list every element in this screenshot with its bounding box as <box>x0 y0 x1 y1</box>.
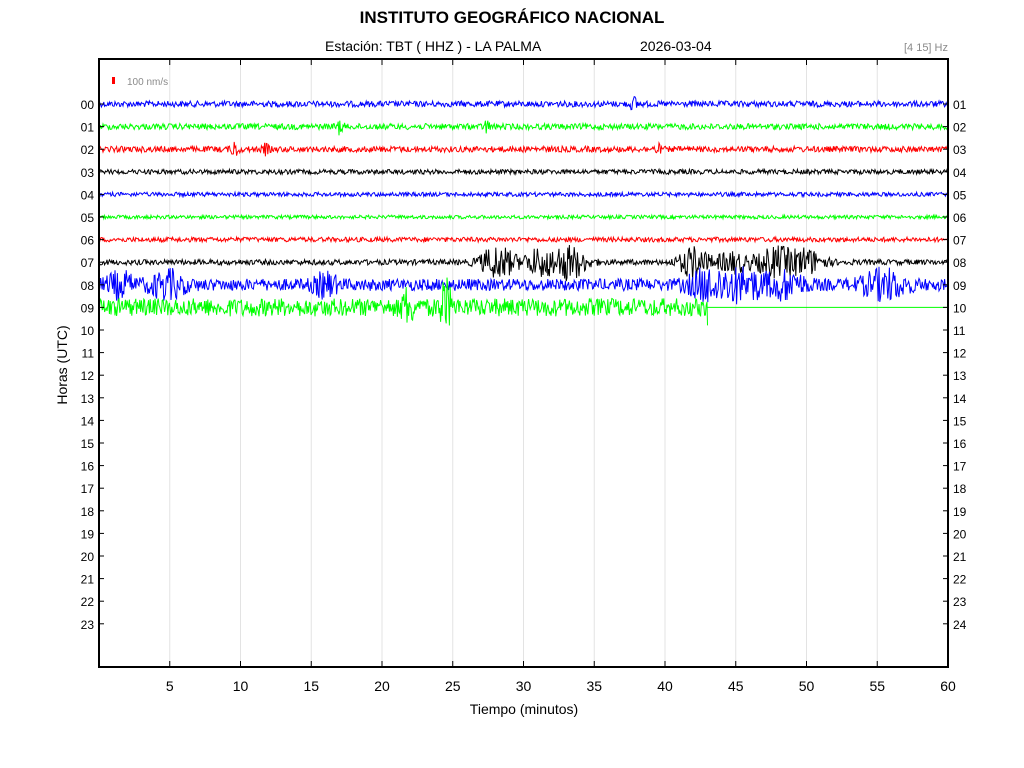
trace-hour-05 <box>98 213 948 221</box>
trace-hour-03 <box>98 167 949 176</box>
hour-label-right: 11 <box>953 324 966 338</box>
hour-label-left: 16 <box>81 460 95 474</box>
hour-label-right: 09 <box>953 279 967 293</box>
trace-hour-06 <box>98 235 948 244</box>
filter-label: [4 15] Hz <box>903 42 948 54</box>
hour-label-left: 09 <box>81 301 95 315</box>
hour-label-left: 04 <box>81 188 95 202</box>
trace-hour-00 <box>98 95 949 111</box>
hour-label-left: 20 <box>81 550 95 564</box>
hour-label-right: 15 <box>953 414 967 428</box>
hour-label-left: 15 <box>81 437 95 451</box>
trace-hour-01 <box>98 120 949 136</box>
hour-label-left: 13 <box>81 392 95 406</box>
hour-label-right: 20 <box>953 527 967 541</box>
x-tick-label: 60 <box>940 678 956 694</box>
hour-label-left: 07 <box>81 256 95 270</box>
hour-label-left: 22 <box>81 595 95 609</box>
hour-label-right: 14 <box>953 392 967 406</box>
x-axis-label: Tiempo (minutos) <box>469 701 579 717</box>
hour-label-right: 13 <box>953 369 967 383</box>
x-tick-label: 55 <box>869 678 885 694</box>
hour-label-left: 18 <box>81 505 95 519</box>
x-tick-label: 25 <box>445 678 461 694</box>
hour-label-left: 05 <box>81 211 95 225</box>
hour-label-right: 04 <box>953 166 967 180</box>
hour-label-right: 07 <box>953 234 967 248</box>
trace-hour-04 <box>98 190 949 199</box>
hour-label-right: 21 <box>953 550 967 564</box>
station-label: Estación: TBT ( HHZ ) - LA PALMA <box>325 38 542 54</box>
hour-label-left: 02 <box>81 143 95 157</box>
hour-label-left: 19 <box>81 527 95 541</box>
x-tick-label: 45 <box>728 678 744 694</box>
hour-label-left: 21 <box>81 573 95 587</box>
hour-label-right: 23 <box>953 595 967 609</box>
hour-label-right: 05 <box>953 188 967 202</box>
x-tick-label: 30 <box>516 678 532 694</box>
hour-label-right: 03 <box>953 143 967 157</box>
hour-label-right: 02 <box>953 121 967 135</box>
hour-label-left: 01 <box>81 121 95 135</box>
x-tick-label: 50 <box>799 678 815 694</box>
scale-label: 100 nm/s <box>127 77 168 88</box>
date-label: 2026-03-04 <box>640 38 712 54</box>
hour-label-right: 10 <box>953 301 967 315</box>
hour-label-left: 08 <box>81 279 95 293</box>
hour-label-right: 18 <box>953 482 967 496</box>
trace-hour-07 <box>98 244 949 282</box>
hour-label-left: 17 <box>81 482 95 496</box>
x-tick-label: 35 <box>586 678 602 694</box>
hour-label-right: 19 <box>953 505 967 519</box>
x-tick-label: 40 <box>657 678 673 694</box>
hour-label-right: 16 <box>953 437 967 451</box>
hour-label-left: 11 <box>82 347 95 361</box>
hour-label-left: 12 <box>81 369 95 383</box>
hour-label-left: 06 <box>81 234 95 248</box>
hour-label-right: 06 <box>953 211 967 225</box>
page-title: INSTITUTO GEOGRÁFICO NACIONAL <box>359 8 665 27</box>
trace-hour-09 <box>98 277 948 326</box>
trace-hour-08 <box>98 266 949 305</box>
hour-label-left: 14 <box>81 414 95 428</box>
hour-label-right: 17 <box>953 460 967 474</box>
hour-label-right: 22 <box>953 573 967 587</box>
hour-label-left: 00 <box>81 98 95 112</box>
x-tick-label: 5 <box>166 678 174 694</box>
x-tick-label: 10 <box>233 678 249 694</box>
trace-hour-02 <box>98 140 949 157</box>
scale-bar <box>112 77 115 84</box>
hour-label-right: 01 <box>953 98 967 112</box>
hour-label-left: 10 <box>81 324 95 338</box>
hour-label-left: 03 <box>81 166 95 180</box>
x-tick-label: 20 <box>374 678 390 694</box>
hour-label-left: 23 <box>81 618 95 632</box>
hour-label-right: 08 <box>953 256 967 270</box>
x-tick-label: 15 <box>303 678 319 694</box>
hour-label-right: 12 <box>953 347 967 361</box>
hour-label-right: 24 <box>953 618 967 632</box>
